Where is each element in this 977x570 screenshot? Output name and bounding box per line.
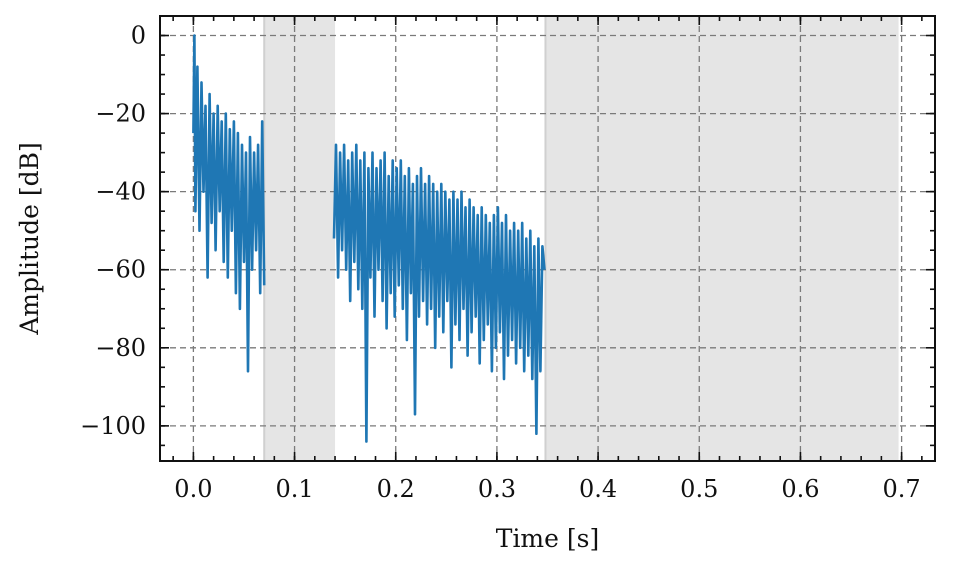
plot-frame — [159, 15, 936, 462]
y-tick-label-2: −40 — [95, 178, 146, 206]
x-axis-label: Time [s] — [496, 524, 599, 553]
x-tick-label-3: 0.3 — [478, 475, 516, 503]
x-tick-label-7: 0.7 — [883, 475, 921, 503]
shaded-regions — [263, 16, 899, 461]
y-tick-label-4: −80 — [95, 334, 146, 362]
x-tick-label-6: 0.6 — [781, 475, 819, 503]
x-tick-label-1: 0.1 — [275, 475, 313, 503]
y-tick-label-1: −20 — [95, 100, 146, 128]
x-tick-label-4: 0.4 — [579, 475, 617, 503]
shaded-region-0 — [264, 16, 336, 461]
grid-lines — [160, 16, 935, 461]
x-tick-label-0: 0.0 — [174, 475, 212, 503]
y-axis-label: Amplitude [dB] — [15, 142, 44, 336]
series-0-segment-1 — [332, 143, 546, 443]
y-tick-label-3: −60 — [95, 256, 146, 284]
series-0-segment-0 — [192, 34, 266, 373]
x-tick-label-5: 0.5 — [680, 475, 718, 503]
shaded-region-1 — [545, 16, 899, 461]
tick-labels: 0.0 0.1 0.2 0.3 0.4 0.5 0.6 0.7 0 −20 −40 −60 −80 −10… — [80, 22, 921, 503]
x-tick-label-2: 0.2 — [377, 475, 415, 503]
series-layer — [192, 34, 546, 443]
axis-ticks — [160, 15, 935, 461]
y-tick-label-5: −100 — [80, 412, 146, 440]
y-tick-label-0: 0 — [131, 22, 146, 50]
